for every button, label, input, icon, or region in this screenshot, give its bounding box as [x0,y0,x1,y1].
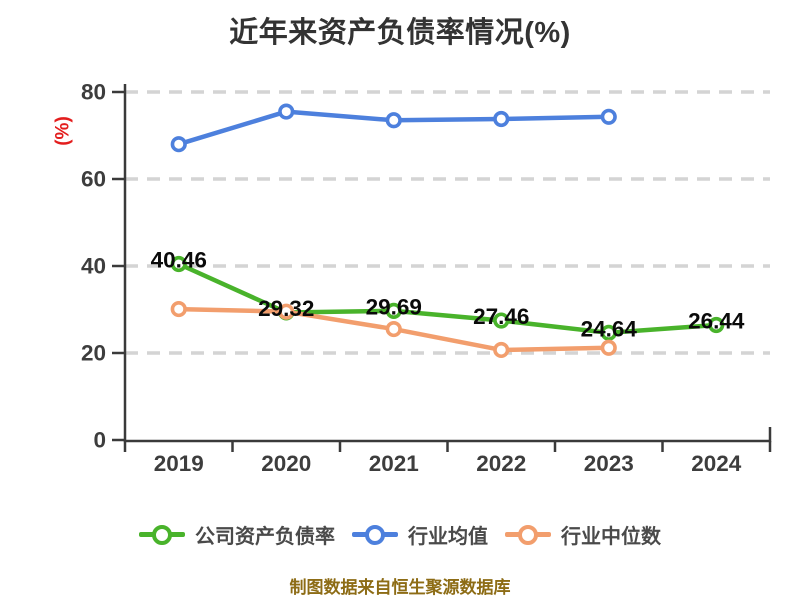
data-point-marker [278,303,295,320]
x-tick-label: 2022 [476,451,526,476]
legend-item-industry-median: 行业中位数 [505,520,661,549]
data-point-label: 27.46 [473,304,529,329]
legend-circle-marker-icon [152,524,172,545]
data-point-marker [170,300,187,318]
line-chart-plot: 2019 2020 2021 2022 2023 2024 0 20 40 60 80 (%) 40.4… [53,80,772,476]
data-source-note: 制图数据来自恒生聚源数据库 [289,578,511,597]
legend-circle-marker-icon [365,524,385,545]
legend-item-company-ratio: 公司资产负债率 [139,520,335,549]
data-point-marker [493,110,510,128]
legend-item-industry-average: 行业均值 [352,520,488,549]
x-tick-label: 2023 [584,451,634,476]
y-tick-label: 40 [81,254,106,279]
data-point-label: 24.64 [581,316,638,341]
x-tick-label: 2021 [369,451,419,476]
data-point-label: 26.44 [688,308,745,333]
data-point-marker [600,324,617,341]
data-point-marker [493,341,510,359]
y-tick-label: 20 [81,341,106,366]
x-tick-label: 2019 [154,451,204,476]
y-tick-label: 80 [81,80,106,105]
data-point-marker [170,255,187,273]
x-tick-label: 2024 [691,451,742,476]
x-tick-label: 2020 [261,451,311,476]
data-point-marker [278,103,295,120]
legend-line-marker-icon [352,524,398,545]
y-axis-label: (%) [53,116,74,146]
legend-label: 行业中位数 [561,526,661,548]
legend-circle-marker-icon [518,524,538,545]
legend-line-marker-icon [139,524,185,545]
series-line-0 [176,261,719,336]
data-point-label: 40.46 [151,247,207,272]
data-point-marker [600,339,617,356]
legend-line-marker-icon [505,524,551,545]
data-point-marker [708,316,725,334]
data-point-marker [385,320,402,338]
data-point-marker [493,312,510,329]
data-point-marker [600,108,617,125]
data-point-marker [385,302,402,319]
axis-frame [123,84,772,443]
chart-legend: 公司资产负债率 行业均值 行业中位数 [0,520,800,549]
legend-label: 公司资产负债率 [195,526,335,548]
legend-label: 行业均值 [408,526,488,548]
data-point-label: 29.69 [366,294,422,319]
y-tick-label: 0 [93,428,106,453]
data-point-label: 29.32 [258,296,314,321]
chart-title: 近年来资产负债率情况(%) [229,17,571,49]
data-point-marker [385,112,402,129]
data-point-marker [170,136,187,153]
y-tick-label: 60 [81,167,106,192]
